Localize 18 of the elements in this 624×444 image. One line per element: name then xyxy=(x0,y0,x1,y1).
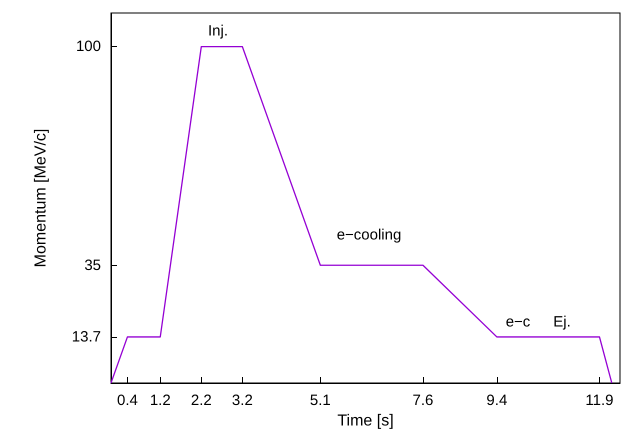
x-tick-label: 5.1 xyxy=(310,392,331,409)
x-axis-title: Time [s] xyxy=(337,412,394,430)
x-tick-label: 2.2 xyxy=(190,392,212,409)
x-tick-label: 0.4 xyxy=(116,392,138,409)
annotation: e−cooling xyxy=(336,226,402,244)
x-tick-label: 3.2 xyxy=(232,392,253,409)
annotation: Ej. xyxy=(553,314,571,330)
annotation: e−c xyxy=(506,314,531,330)
x-tick-label: 1.2 xyxy=(150,392,171,409)
x-tick-label: 9.4 xyxy=(486,392,508,409)
y-tick-label: 100 xyxy=(76,38,101,56)
annotation: Inj. xyxy=(208,22,228,40)
y-tick-label: 35 xyxy=(84,256,101,274)
x-tick-label: 7.6 xyxy=(412,392,434,409)
line-series xyxy=(110,46,612,384)
y-axis-title: Momentum [MeV/c] xyxy=(32,128,50,268)
y-tick-label: 13.7 xyxy=(72,328,101,346)
x-tick-label: 11.9 xyxy=(585,392,614,409)
